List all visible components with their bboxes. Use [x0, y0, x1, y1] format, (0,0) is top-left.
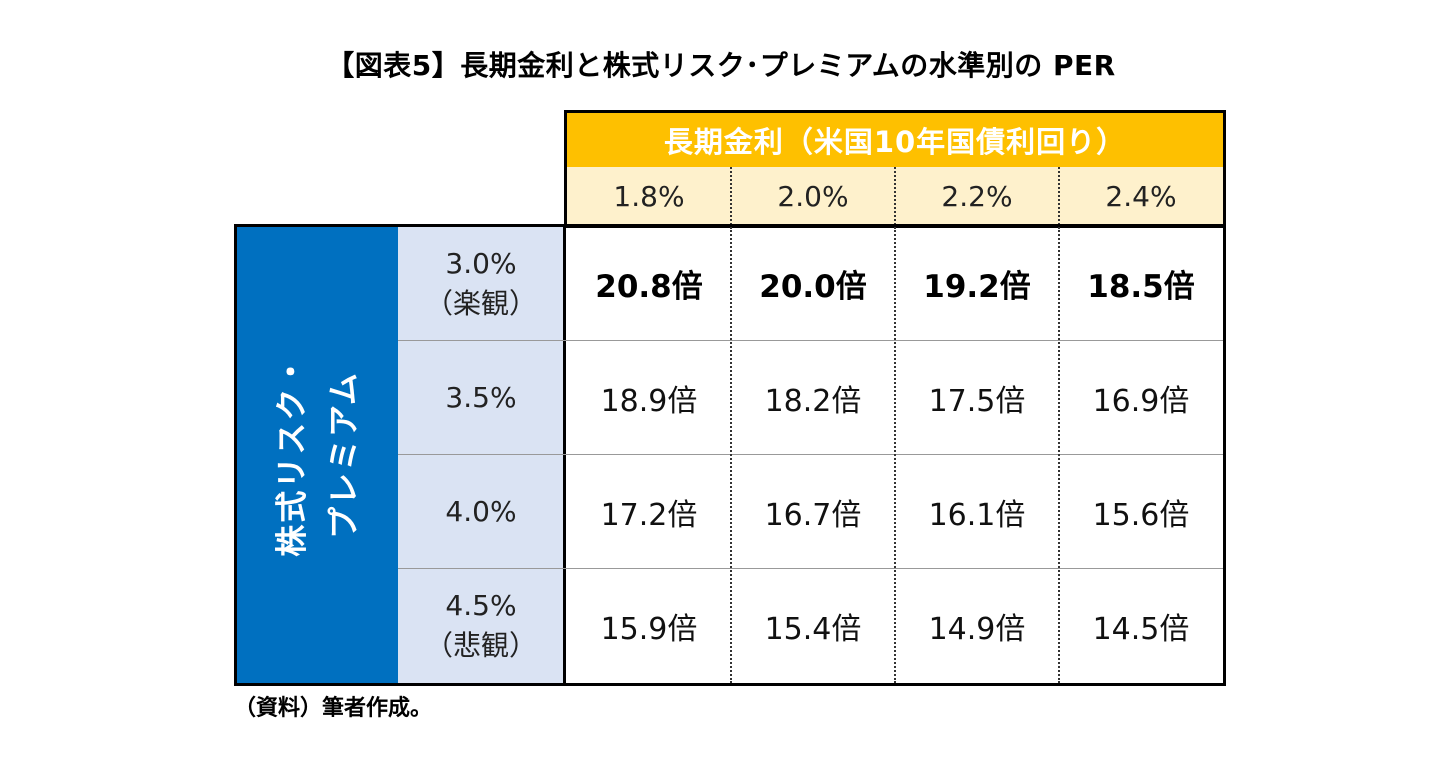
column-divider [894, 167, 896, 225]
column-divider [1058, 227, 1060, 683]
source-note: （資料）筆者作成。 [234, 696, 433, 721]
rate-header-cell: 2.4% [1105, 179, 1177, 213]
premium-note: （楽観） [424, 286, 537, 320]
side-label-line: 株式リスク・ [272, 353, 311, 557]
row-divider [398, 340, 1223, 341]
premium-side-label: 株式リスク・ プレミアム [237, 227, 398, 683]
rate-header-cell: 1.8% [613, 179, 685, 213]
row-divider [398, 568, 1223, 569]
row-divider [398, 454, 1223, 455]
per-cell: 18.2倍 [764, 383, 862, 419]
per-cell: 17.5倍 [928, 383, 1026, 419]
per-cell: 18.9倍 [600, 383, 698, 419]
per-cell: 15.6倍 [1092, 497, 1190, 533]
per-cell: 16.7倍 [764, 497, 862, 533]
per-cell: 17.2倍 [600, 497, 698, 533]
premium-cell: 4.0% [398, 455, 564, 568]
column-divider [563, 224, 566, 686]
premium-value: 4.5% [445, 589, 517, 622]
premium-cell: 3.5% [398, 341, 564, 454]
premium-cell: 3.0% （楽観） [398, 227, 564, 340]
side-label-line: プレミアム [324, 371, 363, 539]
column-divider [894, 227, 896, 683]
per-cell: 15.4倍 [764, 612, 862, 647]
premium-value: 4.0% [445, 494, 517, 528]
rate-header-cell: 2.2% [941, 179, 1013, 213]
per-cell: 15.9倍 [600, 612, 698, 647]
rate-header-label: 長期金利（米国10年国債利回り） [567, 113, 1223, 167]
per-cell: 20.8倍 [595, 269, 703, 305]
per-cell: 20.0倍 [759, 269, 867, 305]
premium-cell: 4.5% （悲観） [398, 569, 564, 683]
rate-header-cell: 2.0% [777, 179, 849, 213]
column-divider [1058, 167, 1060, 225]
per-cell: 16.1倍 [928, 497, 1026, 533]
per-cell: 16.9倍 [1092, 383, 1190, 419]
premium-value: 3.0% [445, 246, 517, 280]
per-table [234, 224, 1226, 686]
per-cell: 14.9倍 [928, 612, 1026, 647]
page-title: 【図表5】長期金利と株式リスク･プレミアムの水準別の PER [326, 49, 1116, 82]
per-cell: 14.5倍 [1092, 612, 1190, 647]
column-divider [730, 167, 732, 225]
per-cell: 18.5倍 [1087, 269, 1195, 305]
premium-value: 3.5% [445, 380, 517, 414]
column-divider [730, 227, 732, 683]
per-cell: 19.2倍 [923, 269, 1031, 305]
premium-note: （悲観） [424, 629, 537, 662]
